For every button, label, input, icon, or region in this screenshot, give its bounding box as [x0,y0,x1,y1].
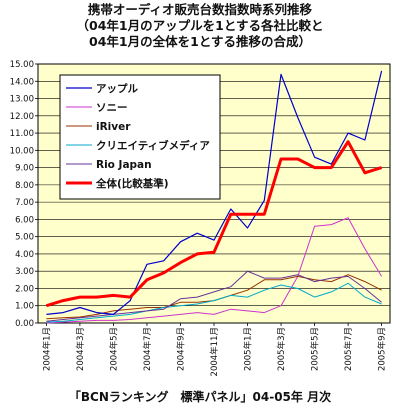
x-tick-label: 2004年5月 [108,327,119,371]
y-tick-label: 7.00 [15,198,34,208]
y-tick-label: 2.00 [15,284,34,294]
x-tick-label: 2004年7月 [142,327,153,371]
legend-label-4: Rio Japan [96,159,152,171]
y-tick-label: 4.00 [15,250,34,260]
title-line-2: （04年1月のアップルを1とする各社比較と [76,18,324,33]
y-tick-label: 0.00 [15,319,34,329]
x-tick-label: 2004年3月 [75,327,86,371]
y-tick-label: 11.00 [10,129,34,139]
legend-label-0: アップル [96,82,138,95]
legend-label-3: クリエイティブメディア [96,139,210,152]
y-tick-label: 8.00 [15,181,34,191]
x-tick-label: 2005年1月 [243,327,254,371]
x-tick-label: 2004年9月 [175,327,186,371]
y-tick-label: 12.00 [10,112,34,122]
y-tick-label: 1.00 [15,302,34,312]
x-tick-label: 2004年1月 [41,327,52,371]
legend-label-5: 全体(比較基準) [95,177,169,190]
y-tick-label: 14.00 [10,77,34,87]
x-tick-label: 2005年3月 [276,327,287,371]
x-tick-label: 2005年5月 [310,327,321,371]
y-tick-label: 5.00 [15,233,34,243]
legend-label-2: iRiver [96,121,131,133]
chart-title: 携帯オーディオ販売台数指数時系列推移 （04年1月のアップルを1とする各社比較と… [0,2,400,50]
y-tick-label: 15.00 [10,60,34,70]
title-line-3: 04年1月の全体を1とする推移の合成） [89,34,311,49]
chart-source-footer: 「BCNランキング 標準パネル」04-05年 月次 [68,390,332,404]
x-tick-label: 2005年9月 [377,327,388,371]
x-tick-label: 2004年11月 [209,327,220,376]
y-tick-label: 3.00 [15,267,34,277]
series-line-0 [46,70,383,315]
series-line-4 [46,270,382,322]
legend-label-1: ソニー [96,102,128,114]
legend-box [59,74,221,200]
series-line-1 [46,217,383,324]
y-tick-label: 13.00 [10,95,34,105]
y-tick-label: 6.00 [15,215,34,225]
y-tick-label: 9.00 [15,164,34,174]
x-tick-label: 2005年7月 [343,327,354,371]
title-line-1: 携帯オーディオ販売台数指数時系列推移 [87,2,313,17]
series-line-5 [45,140,383,308]
series-line-3 [46,282,382,323]
y-tick-label: 10.00 [10,146,34,156]
